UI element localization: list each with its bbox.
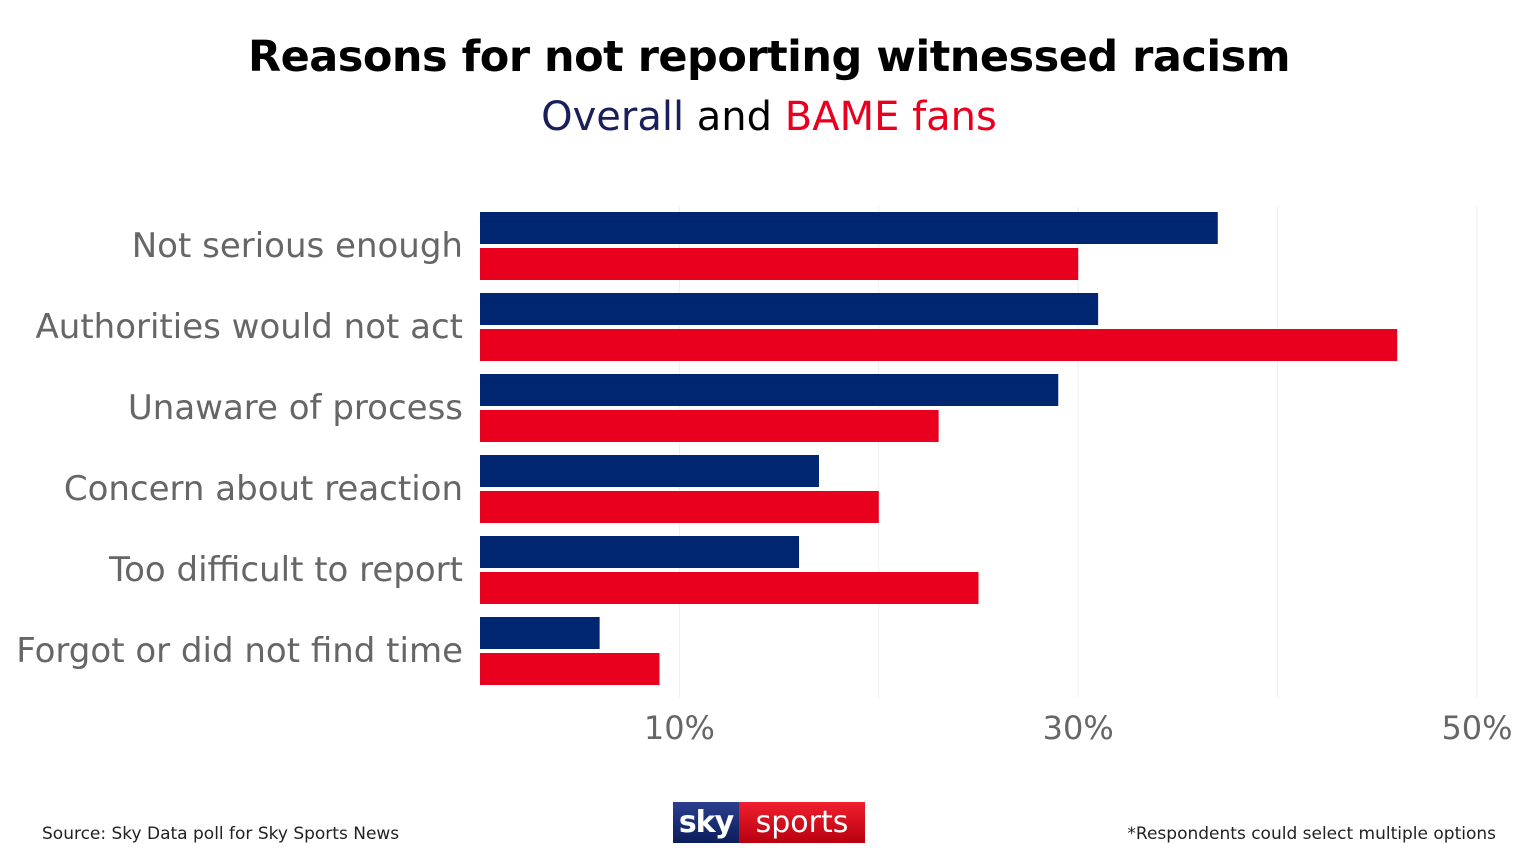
x-tick-label: 30% [1043,709,1114,747]
bar-bame [480,329,1398,361]
bar-bame [480,572,979,604]
x-tick-label: 10% [644,709,715,747]
category-label: Authorities would not act [36,307,463,347]
source-note: Source: Sky Data poll for Sky Sports New… [42,824,400,844]
category-label: Not serious enough [132,226,463,266]
category-label: Forgot or did not find time [16,631,463,671]
sky-sports-logo: sky sports [673,802,865,843]
bar-bame [480,491,879,523]
bar-overall [480,212,1218,244]
bar-bame [480,248,1079,280]
bar-overall [480,293,1099,325]
subtitle-bame: BAME fans [784,94,997,140]
bar-overall [480,374,1059,406]
category-label: Too difficult to report [108,550,463,590]
chart-subtitle: Overall and BAME fans [0,94,1538,140]
bar-bame [480,653,660,685]
category-label: Unaware of process [128,388,463,428]
logo-sky-part: sky [673,802,739,843]
logo-sports-part: sports [739,802,865,843]
chart-title: Reasons for not reporting witnessed raci… [247,32,1291,82]
footnote: *Respondents could select multiple optio… [1127,824,1496,844]
bar-overall [480,536,800,568]
bar-overall [480,455,819,487]
subtitle-overall: Overall [541,94,685,140]
bar-bame [480,410,939,442]
subtitle-and: and [684,94,785,140]
x-tick-label: 50% [1441,709,1512,747]
bar-overall [480,617,600,649]
category-label: Concern about reaction [64,469,463,509]
